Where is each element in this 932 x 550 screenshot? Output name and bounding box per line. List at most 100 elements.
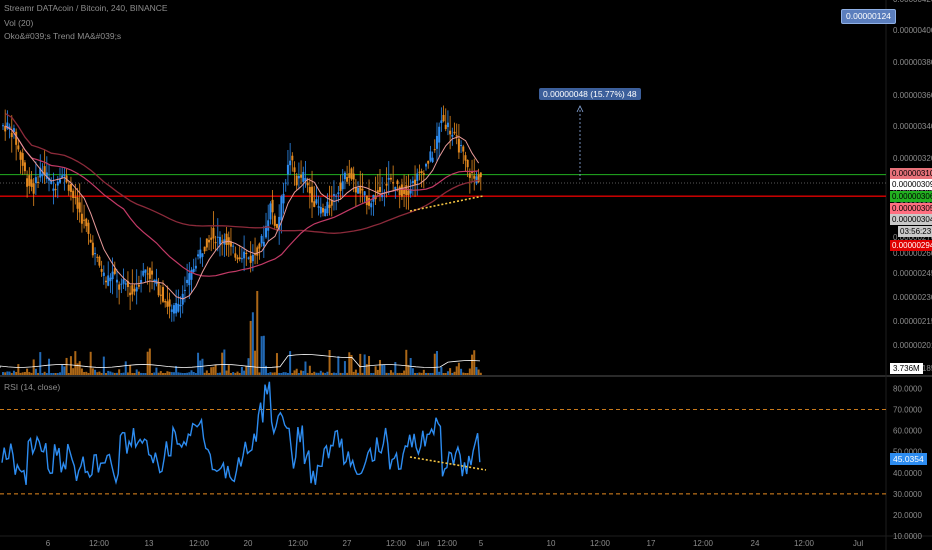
time-tick-label: 12:00 [189,539,210,548]
candle-body [12,128,15,133]
candle-body [172,305,175,314]
volume-bar [190,370,193,375]
candle-body [157,282,160,296]
volume-bar [153,372,156,375]
measure-label: 0.00000048 (15.77%) 48 [539,88,641,100]
volume-bar [175,365,178,375]
candle-body [21,153,24,166]
volume-bar [289,351,292,375]
candle-body [442,114,445,122]
candle-body [137,284,140,287]
volume-bar [159,371,162,375]
candle-body [438,126,441,143]
volume-bar [100,373,103,375]
candle-body [407,190,410,196]
candle-body [262,241,265,246]
candle-body [420,171,423,173]
volume-bar [396,372,399,375]
volume-bar [120,372,123,375]
time-tick-label: Jun [417,539,430,548]
candle-body [76,197,79,209]
volume-bar [438,371,441,375]
candle-body [440,120,443,124]
candle-body [302,171,305,182]
time-tick-label: 5 [479,539,484,548]
volume-bar [151,373,154,375]
candle-body [457,138,460,153]
candle-body [83,219,86,221]
volume-bar [324,372,327,375]
volume-bar [168,371,171,375]
volume-bar [429,372,432,375]
volume-bar [381,364,384,375]
price-level-tag: 0.00000304 [890,214,932,225]
candle-body [89,239,92,243]
time-tick-label: 6 [46,539,51,548]
rsi-tick-label: 30.0000 [893,490,922,499]
volume-bar [63,366,66,375]
candle-body [216,236,219,238]
symbol-legend[interactable]: Streamr DATAcoin / Bitcoin, 240, BINANCE [4,3,168,13]
volume-bar [69,356,72,375]
volume-bar [291,373,294,375]
candle-body [151,270,154,275]
candle-body [429,151,432,161]
volume-bar [378,359,381,375]
candle-body [208,239,211,243]
indicator-legend[interactable]: Oko&#039;s Trend MA&#039;s [4,31,122,41]
volume-bar [78,361,81,375]
volume-bar [50,372,53,375]
volume-bar [479,372,482,375]
volume-bar [210,367,213,375]
rsi-tick-label: 50.0000 [893,448,922,457]
volume-bar [462,372,465,375]
volume-bar [275,353,278,375]
volume-bar [311,372,314,375]
candle-body [326,201,329,214]
candle-body [396,180,399,185]
volume-bar [157,372,160,375]
candle-body [273,215,276,226]
volume-legend[interactable]: Vol (20) [4,18,34,28]
current-price-badge: 0.00000124 [841,9,896,24]
volume-bar [455,366,458,375]
candle-body [96,256,99,258]
volume-bar [205,370,208,375]
time-tick-label: 17 [647,539,656,548]
candle-body [387,177,390,180]
volume-bar [387,372,390,375]
volume-bar [199,360,202,375]
time-tick-label: 12:00 [437,539,458,548]
volume-bar [177,372,180,375]
candle-body [330,199,333,206]
candle-body [295,175,298,186]
volume-bar [422,369,425,375]
volume-bar [473,350,476,375]
volume-bar [89,351,92,375]
volume-bar [363,354,366,375]
volume-bar [265,365,268,375]
volume-bar [394,362,397,375]
candle-body [335,195,338,197]
candle-body [91,242,94,256]
volume-bar [12,370,15,375]
candle-body [449,130,452,135]
candle-body [203,246,206,252]
candle-body [190,269,193,280]
candle-body [346,177,349,182]
volume-bar [135,369,138,375]
price-divergence-line [409,195,484,212]
candle-body [15,131,18,145]
candle-body [144,269,147,273]
volume-bar [306,372,309,375]
volume-bar [400,373,403,375]
time-tick-label: 12:00 [590,539,611,548]
volume-bar [332,372,335,375]
volume-bar [251,312,254,375]
rsi-legend[interactable]: RSI (14, close) [4,382,61,392]
candle-body [280,196,283,221]
candle-body [113,268,116,274]
volume-bar [41,372,44,375]
volume-bar [389,370,392,375]
